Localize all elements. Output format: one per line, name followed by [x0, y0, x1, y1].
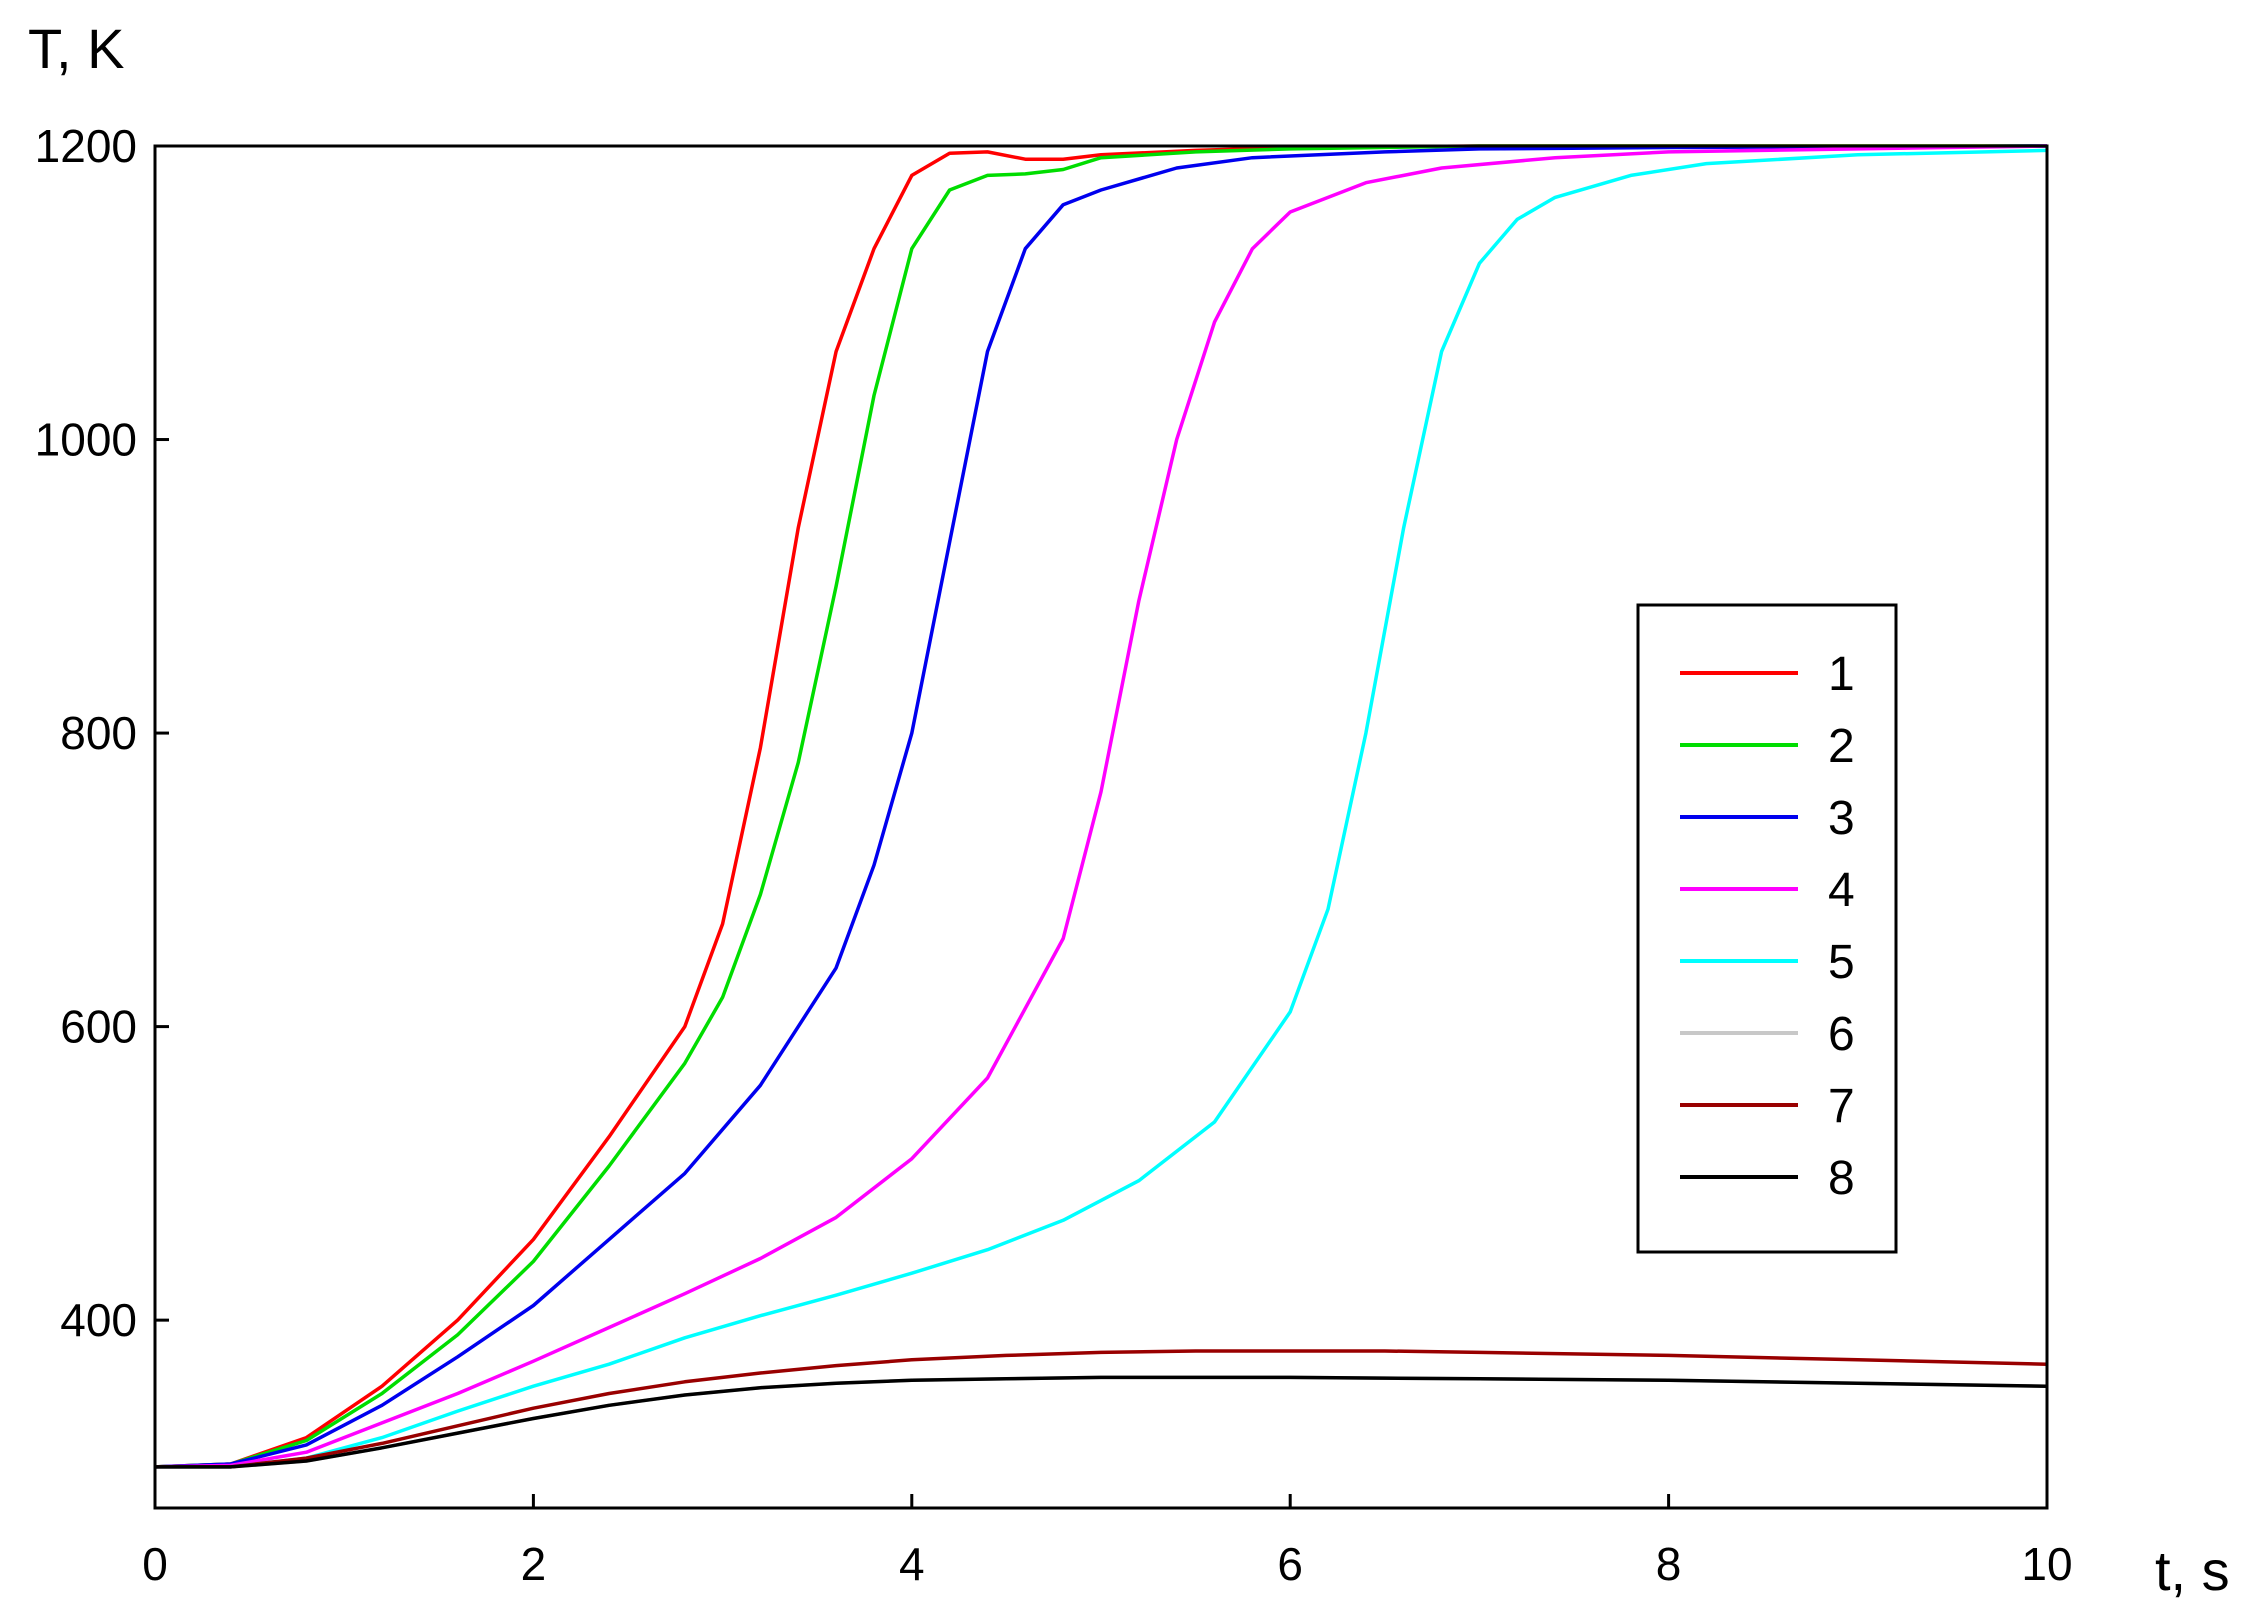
series-line-3 — [154, 144, 2048, 1469]
legend-label-5: 5 — [1828, 936, 1855, 989]
x-axis-title: t, s — [2155, 1539, 2230, 1602]
legend-label-6: 6 — [1828, 1008, 1855, 1061]
x-tick-label: 0 — [142, 1538, 168, 1590]
x-tick-label: 4 — [899, 1538, 925, 1590]
y-tick-label: 800 — [60, 707, 137, 759]
legend: 1 2 3 4 5 6 7 8 — [1636, 603, 1898, 1254]
series-line-2 — [154, 144, 2047, 1469]
legend-label-2: 2 — [1828, 720, 1855, 773]
legend-label-3: 3 — [1828, 792, 1855, 845]
ticks-layer: 0 2 4 6 8 10 400 600 800 1000 1200 — [35, 120, 2073, 1590]
x-tick-label: 6 — [1277, 1538, 1303, 1590]
legend-label-8: 8 — [1828, 1152, 1855, 1205]
x-tick-label: 10 — [2021, 1538, 2072, 1590]
y-axis-title: T, K — [28, 17, 124, 80]
x-tick-label: 2 — [521, 1538, 547, 1590]
y-tick-label: 1000 — [35, 414, 137, 466]
x-tick-label: 8 — [1656, 1538, 1682, 1590]
series-line-6 — [155, 1375, 2048, 1469]
legend-label-4: 4 — [1828, 864, 1855, 917]
series-line-4 — [154, 144, 2048, 1469]
legend-label-7: 7 — [1828, 1080, 1855, 1133]
y-tick-label: 1200 — [35, 120, 137, 172]
series-line-5 — [155, 148, 2048, 1469]
y-tick-label: 600 — [60, 1001, 137, 1053]
legend-label-1: 1 — [1828, 648, 1855, 701]
y-tick-label: 400 — [60, 1294, 137, 1346]
legend-box — [1636, 603, 1898, 1254]
series-line-7 — [155, 1349, 2048, 1469]
series-layer — [154, 144, 2048, 1469]
series-line-8 — [155, 1375, 2048, 1469]
plot-frame — [153, 144, 2049, 1510]
